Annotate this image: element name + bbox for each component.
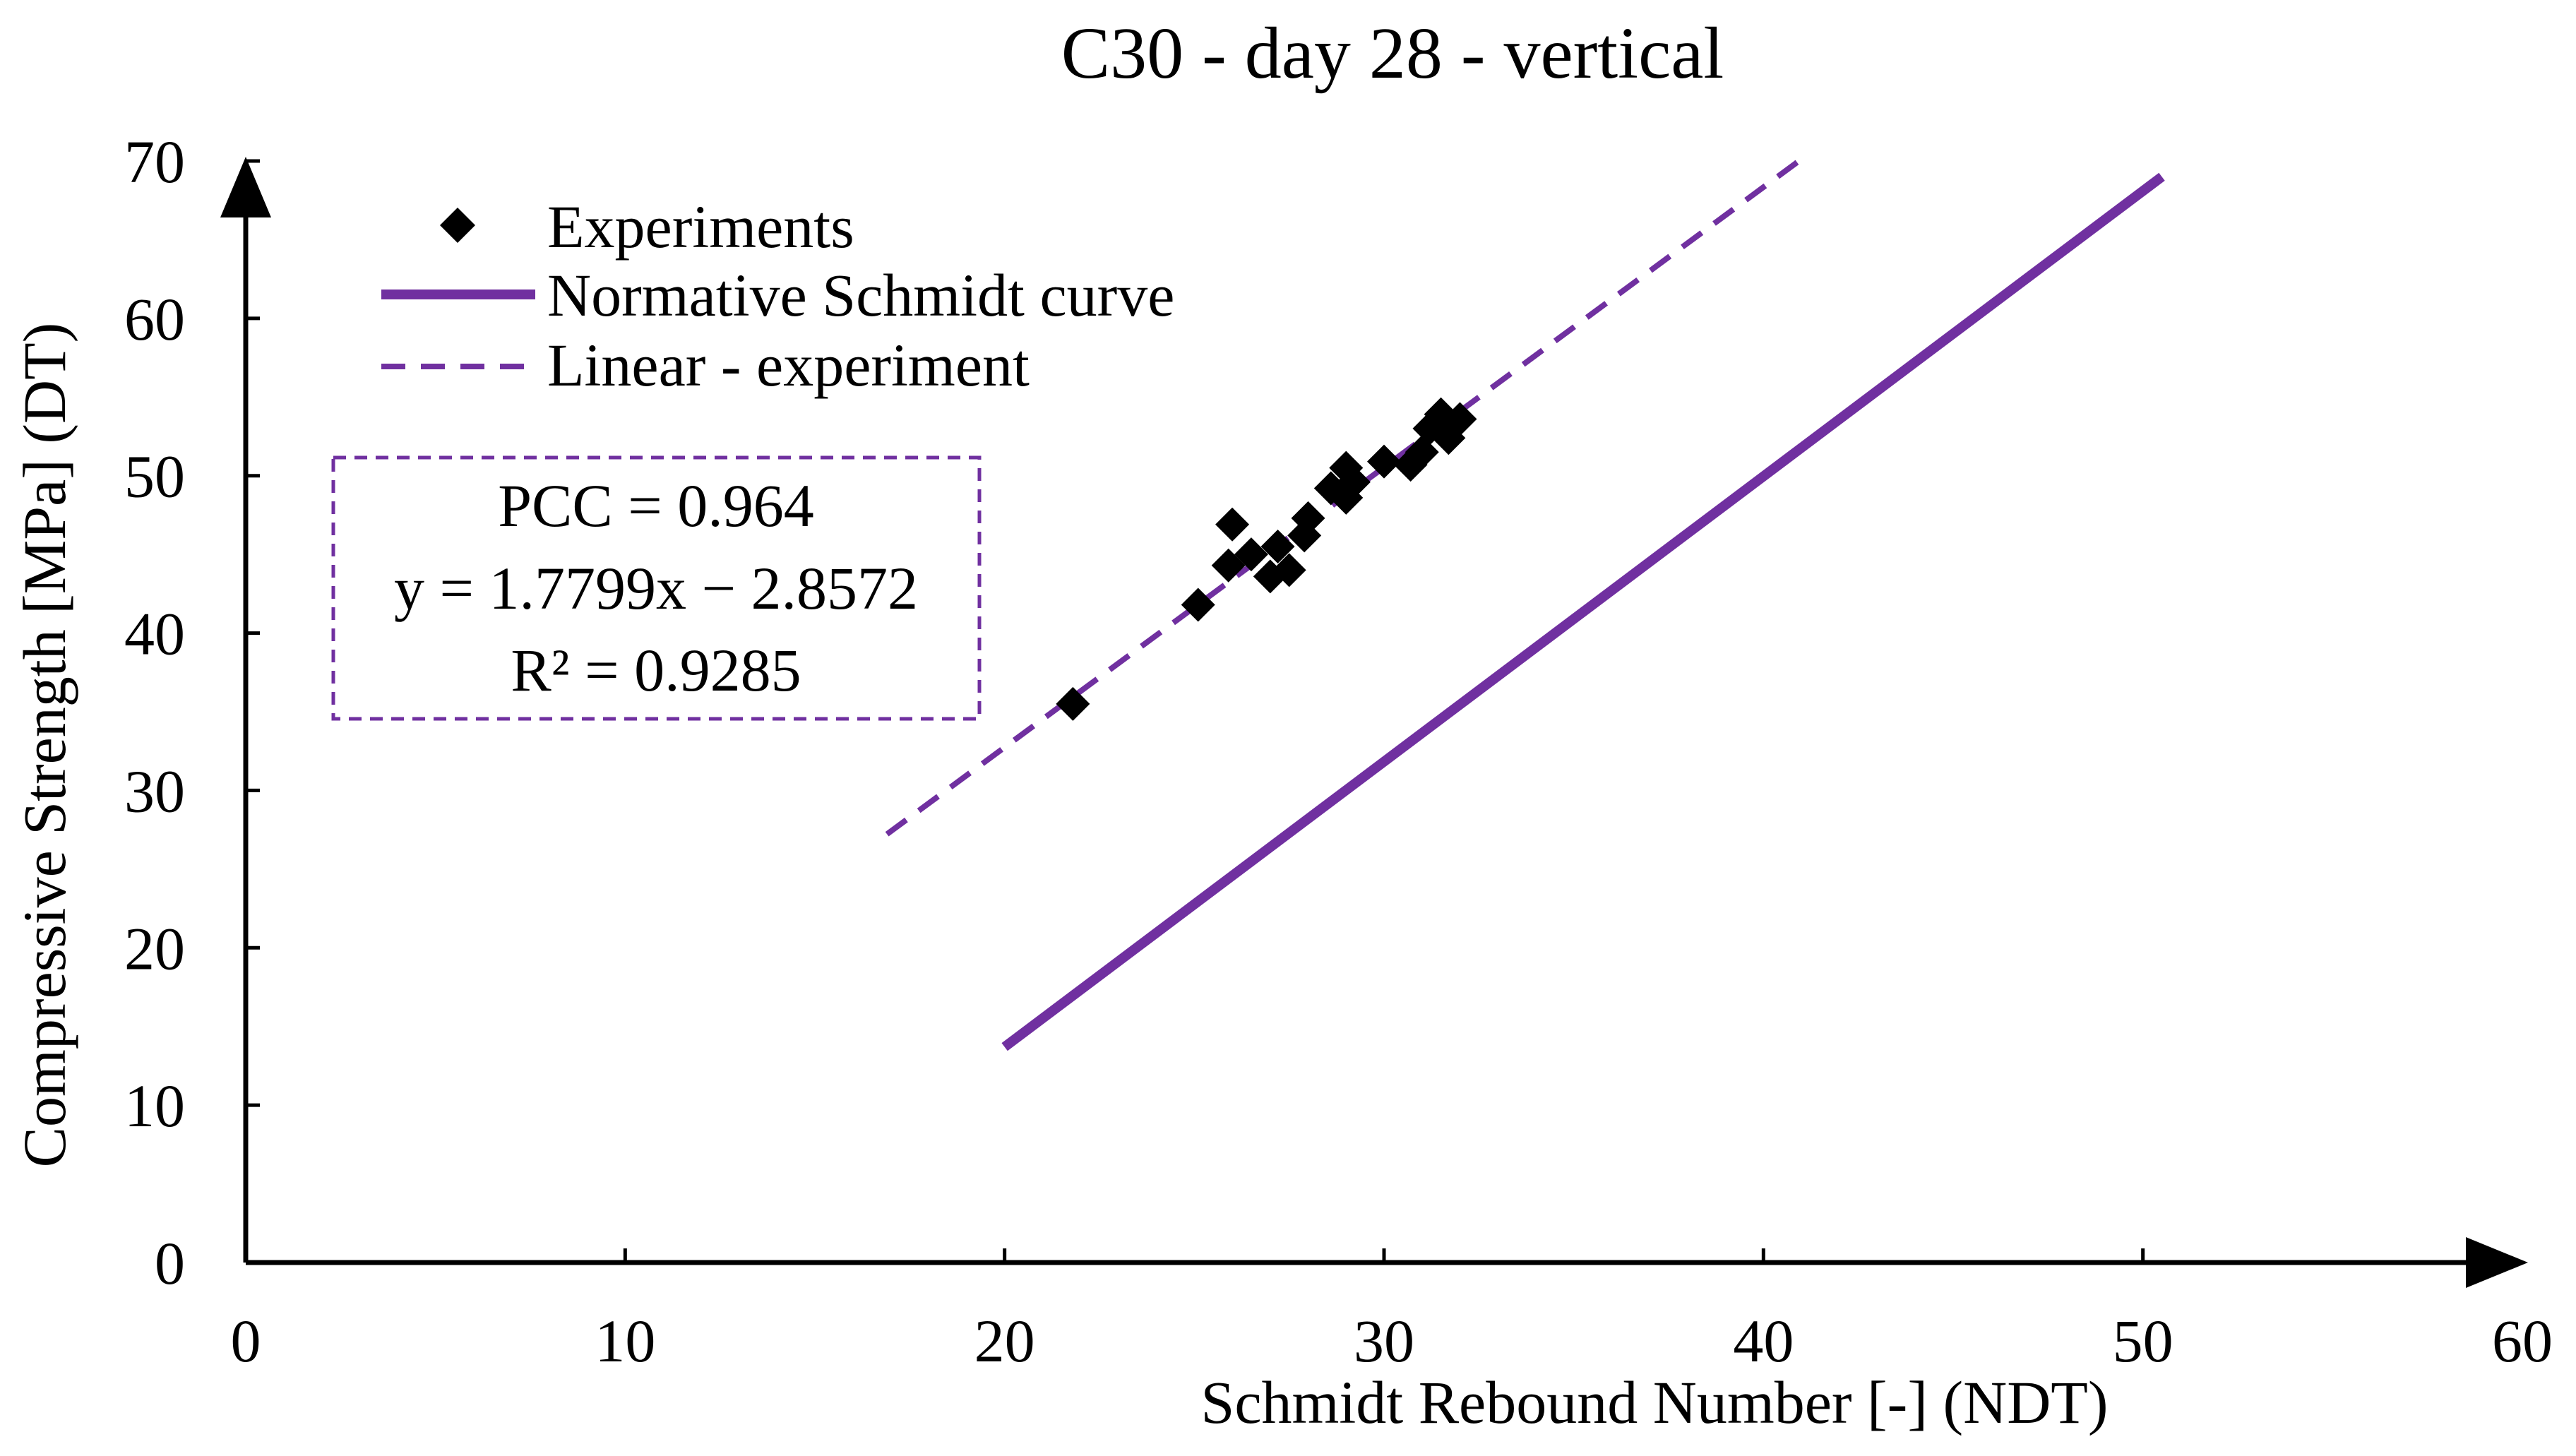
experiment-point bbox=[1234, 537, 1268, 572]
y-tick-label: 10 bbox=[124, 1072, 185, 1140]
y-tick-label: 20 bbox=[124, 914, 185, 982]
experiment-point bbox=[1443, 402, 1477, 436]
legend-label-experiments: Experiments bbox=[547, 193, 854, 261]
experiment-point bbox=[1367, 444, 1401, 479]
x-tick-label: 20 bbox=[974, 1307, 1035, 1375]
experiment-point bbox=[1272, 553, 1306, 587]
x-axis-arrowhead bbox=[2466, 1237, 2528, 1288]
experiment-point bbox=[1056, 686, 1090, 721]
experiment-point bbox=[1424, 397, 1458, 431]
x-tick-label: 50 bbox=[2113, 1307, 2174, 1375]
regression-stats-box: PCC = 0.964 y = 1.7799x − 2.8572 R² = 0.… bbox=[331, 455, 982, 721]
x-tick-label: 10 bbox=[595, 1307, 655, 1375]
pcc-text: PCC = 0.964 bbox=[498, 472, 814, 539]
y-tick-label: 40 bbox=[124, 600, 185, 668]
legend-label-linear: Linear - experiment bbox=[547, 331, 1030, 399]
y-tick-label: 0 bbox=[155, 1229, 185, 1297]
experiment-point bbox=[1260, 530, 1295, 563]
y-tick-label: 50 bbox=[124, 443, 185, 511]
legend: Experiments Normative Schmidt curve Line… bbox=[381, 193, 1174, 399]
experiment-point bbox=[1291, 501, 1325, 535]
experiment-point bbox=[1337, 465, 1371, 499]
x-axis-label: Schmidt Rebound Number [-] (NDT) bbox=[1201, 1368, 2109, 1436]
x-tick-label: 60 bbox=[2492, 1307, 2553, 1375]
r-squared-text: R² = 0.9285 bbox=[511, 636, 801, 704]
equation-text: y = 1.7799x − 2.8572 bbox=[394, 554, 918, 622]
legend-label-normative: Normative Schmidt curve bbox=[547, 261, 1174, 329]
x-tick-label: 30 bbox=[1354, 1307, 1414, 1375]
y-tick-label: 70 bbox=[124, 128, 185, 196]
y-tick-label: 60 bbox=[124, 285, 185, 353]
x-tick-label: 40 bbox=[1733, 1307, 1794, 1375]
y-axis-arrowhead bbox=[220, 157, 271, 217]
y-axis-label: Compressive Strength [MPa] (DT) bbox=[11, 323, 78, 1168]
chart-title: C30 - day 28 - vertical bbox=[1061, 13, 1724, 94]
experiment-point bbox=[1181, 587, 1215, 622]
normative-schmidt-line bbox=[1001, 172, 2165, 1051]
stats-box-border bbox=[331, 455, 982, 721]
legend-marker-experiments bbox=[440, 208, 475, 243]
experiment-point bbox=[1215, 507, 1250, 542]
plot-area: 0 10 20 30 40 50 60 0 10 20 30 40 50 60 70 bbox=[124, 128, 2553, 1375]
y-tick-label: 30 bbox=[124, 757, 185, 825]
x-tick-label: 0 bbox=[231, 1307, 261, 1375]
